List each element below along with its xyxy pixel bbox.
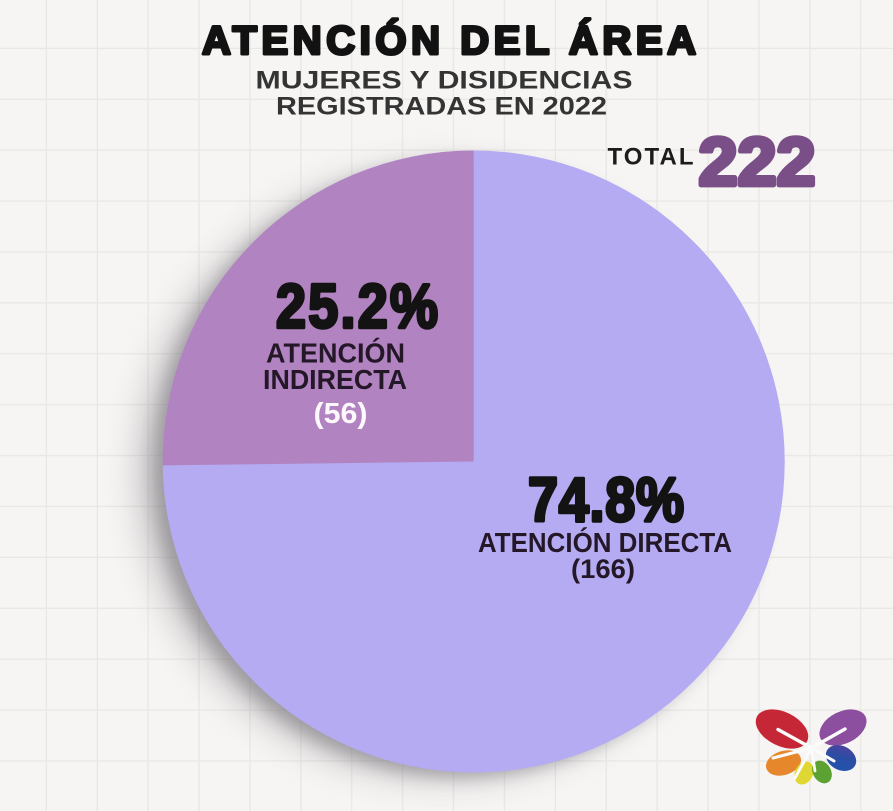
svg-text:INDIRECTA: INDIRECTA: [263, 364, 407, 395]
svg-text:25.2%: 25.2%: [276, 272, 438, 341]
svg-text:222: 222: [699, 125, 816, 200]
svg-text:TOTAL: TOTAL: [608, 143, 694, 170]
svg-text:MUJERES Y DISIDENCIAS: MUJERES Y DISIDENCIAS: [256, 67, 633, 95]
svg-text:ATENCIÓN DEL ÁREA: ATENCIÓN DEL ÁREA: [202, 17, 696, 63]
svg-text:ATENCIÓN: ATENCIÓN: [266, 338, 405, 369]
svg-text:REGISTRADAS EN 2022: REGISTRADAS EN 2022: [276, 93, 607, 121]
svg-text:ATENCIÓN DIRECTA: ATENCIÓN DIRECTA: [478, 527, 732, 558]
svg-text:(166): (166): [571, 554, 635, 584]
svg-text:(56): (56): [314, 398, 368, 430]
svg-text:74.8%: 74.8%: [528, 466, 684, 535]
